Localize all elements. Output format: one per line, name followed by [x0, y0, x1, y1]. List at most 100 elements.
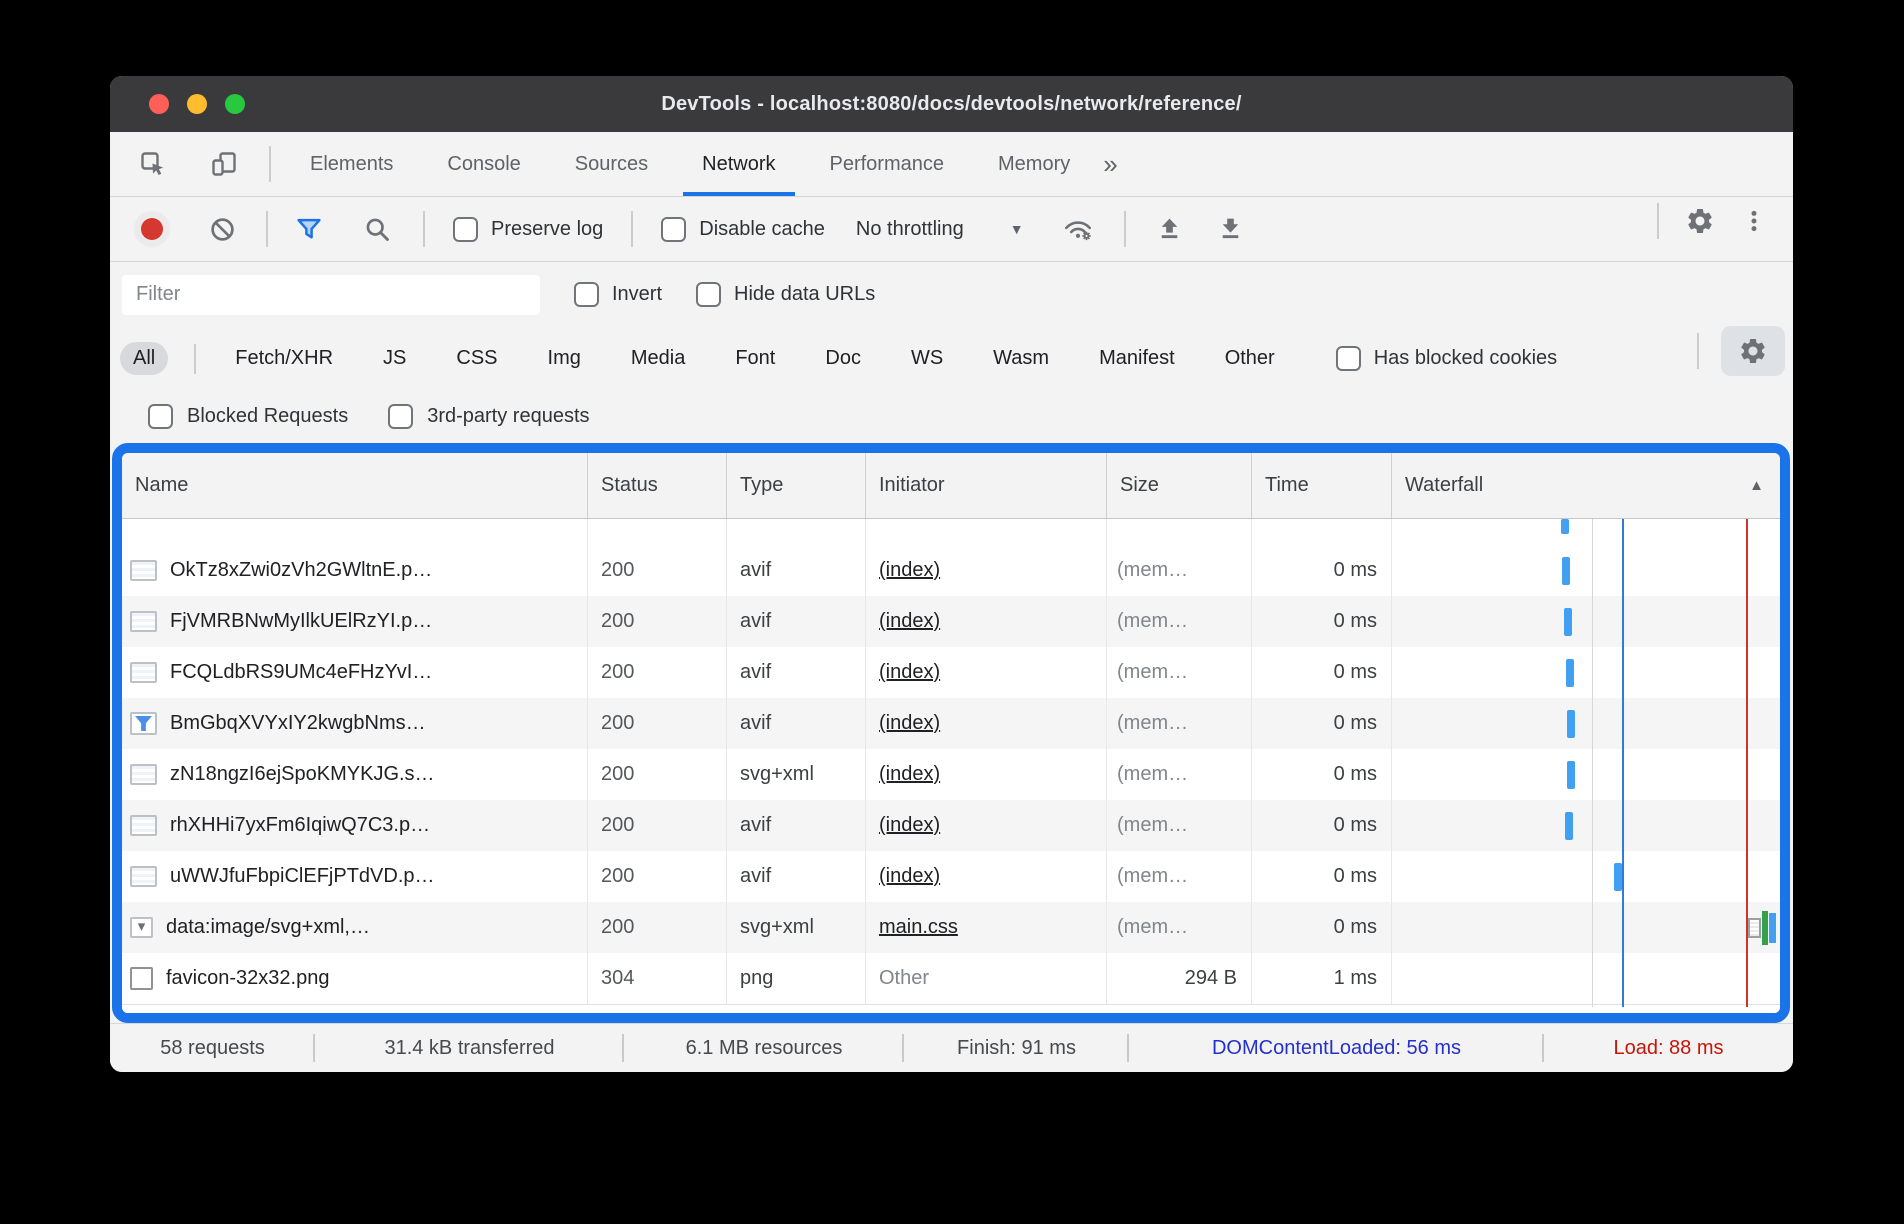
- tab-network[interactable]: Network: [675, 132, 802, 196]
- table-row[interactable]: BmGbqXVYxIY2kwgbNms… 200 avif (index) (m…: [122, 698, 1780, 749]
- tab-console[interactable]: Console: [447, 152, 521, 175]
- table-row[interactable]: favicon-32x32.png 304 png Other 294 B 1 …: [122, 953, 1780, 1004]
- network-settings-gear-icon[interactable]: [1721, 325, 1785, 376]
- tab-performance[interactable]: Performance: [829, 152, 945, 175]
- filter-funnel-icon[interactable]: [294, 216, 324, 243]
- chip-fetch-xhr[interactable]: Fetch/XHR: [235, 347, 334, 369]
- initiator-link[interactable]: (index): [879, 712, 941, 734]
- load-event-line: [1746, 519, 1748, 1007]
- column-header-size[interactable]: Size: [1107, 453, 1252, 518]
- image-thumbnail-icon: [130, 662, 157, 683]
- waterfall-bar: [1567, 709, 1575, 738]
- more-tabs-icon[interactable]: »: [1103, 148, 1118, 179]
- toolbar-divider: [1123, 211, 1126, 247]
- filter-bar: Invert Hide data URLs: [110, 262, 1793, 327]
- record-network-log-button[interactable]: [134, 211, 170, 247]
- cell-size: (mem…: [1107, 902, 1252, 953]
- chip-css[interactable]: CSS: [456, 347, 498, 369]
- initiator-link[interactable]: (index): [879, 763, 941, 785]
- initiator-link[interactable]: (index): [879, 610, 941, 632]
- cell-type: avif: [727, 851, 866, 902]
- close-window-button[interactable]: [149, 94, 169, 114]
- cell-type: [727, 519, 866, 545]
- export-har-icon[interactable]: [1217, 216, 1244, 243]
- hide-data-urls-label[interactable]: Hide data URLs: [734, 283, 876, 305]
- chip-js[interactable]: JS: [383, 347, 407, 369]
- throttling-select[interactable]: No throttling: [855, 217, 964, 240]
- table-row[interactable]: FCQLdbRS9UMc4eFHzYvI… 200 avif (index) (…: [122, 647, 1780, 698]
- initiator-link[interactable]: main.css: [879, 916, 958, 938]
- column-header-initiator[interactable]: Initiator: [866, 453, 1107, 518]
- tab-sources[interactable]: Sources: [574, 152, 649, 175]
- resource-name: BmGbqXVYxIY2kwgbNms…: [170, 712, 426, 734]
- blocked-requests-label[interactable]: Blocked Requests: [187, 405, 349, 427]
- dom-content-loaded-time: DOMContentLoaded: 56 ms: [1129, 1024, 1544, 1072]
- chip-other[interactable]: Other: [1224, 347, 1275, 369]
- invert-checkbox[interactable]: [574, 282, 599, 307]
- cell-name: FjVMRBNwMyIlkUElRzYI.p…: [122, 596, 588, 647]
- network-conditions-icon[interactable]: [1062, 215, 1094, 243]
- waterfall-bar: [1614, 862, 1622, 891]
- table-row[interactable]: rhXHHi7yxFm6IqiwQ7C3.p… 200 avif (index)…: [122, 800, 1780, 851]
- waterfall-bar: [1566, 658, 1574, 687]
- cell-waterfall: [1392, 902, 1780, 953]
- search-icon[interactable]: [364, 216, 391, 243]
- table-row[interactable]: OkTz8xZwi0zVh2GWltnE.p… 200 avif (index)…: [122, 545, 1780, 596]
- column-header-status[interactable]: Status: [588, 453, 727, 518]
- settings-gear-icon[interactable]: [1685, 206, 1715, 236]
- initiator-link[interactable]: (index): [879, 865, 941, 887]
- chip-img[interactable]: Img: [547, 347, 581, 369]
- table-row[interactable]: FjVMRBNwMyIlkUElRzYI.p… 200 avif (index)…: [122, 596, 1780, 647]
- preserve-log-label[interactable]: Preserve log: [491, 217, 604, 240]
- resource-name: rhXHHi7yxFm6IqiwQ7C3.p…: [170, 814, 431, 836]
- initiator-link[interactable]: (index): [879, 559, 941, 581]
- column-header-type[interactable]: Type: [727, 453, 866, 518]
- resource-name: FjVMRBNwMyIlkUElRzYI.p…: [170, 610, 433, 632]
- cell-status: 200: [588, 545, 727, 596]
- cell-size: (mem…: [1107, 698, 1252, 749]
- inspect-element-icon[interactable]: [140, 151, 166, 177]
- column-header-time[interactable]: Time: [1252, 453, 1392, 518]
- third-party-requests-label[interactable]: 3rd-party requests: [427, 405, 590, 427]
- chevron-down-icon[interactable]: ▼: [1009, 221, 1024, 237]
- waterfall-gridline: [1592, 519, 1593, 1007]
- initiator-link[interactable]: (index): [879, 661, 941, 683]
- table-row[interactable]: data:image/svg+xml,… 200 svg+xml main.cs…: [122, 902, 1780, 953]
- disable-cache-checkbox[interactable]: [661, 216, 687, 242]
- import-har-icon[interactable]: [1156, 216, 1183, 243]
- cell-size: (mem…: [1107, 545, 1252, 596]
- hide-data-urls-checkbox[interactable]: [696, 282, 722, 307]
- tab-memory[interactable]: Memory: [998, 152, 1071, 175]
- has-blocked-cookies-label[interactable]: Has blocked cookies: [1373, 347, 1558, 369]
- chip-font[interactable]: Font: [735, 347, 776, 369]
- initiator-link[interactable]: (index): [879, 814, 941, 836]
- preserve-log-checkbox[interactable]: [453, 216, 478, 242]
- resource-name: favicon-32x32.png: [166, 967, 330, 989]
- chip-ws[interactable]: WS: [910, 347, 944, 369]
- blocked-requests-checkbox[interactable]: [148, 404, 173, 429]
- load-time: Load: 88 ms: [1613, 1036, 1724, 1059]
- filter-input[interactable]: [122, 274, 540, 315]
- table-row[interactable]: uWWJfuFbpiClEFjPTdVD.p… 200 avif (index)…: [122, 851, 1780, 902]
- has-blocked-cookies-checkbox[interactable]: [1335, 346, 1361, 371]
- third-party-requests-checkbox[interactable]: [388, 404, 414, 429]
- chip-wasm[interactable]: Wasm: [993, 347, 1050, 369]
- requests-table: Name Status Type Initiator Size Time Wat…: [112, 443, 1790, 1023]
- chip-manifest[interactable]: Manifest: [1099, 347, 1175, 369]
- minimize-window-button[interactable]: [187, 94, 207, 114]
- cell-time: 0 ms: [1252, 545, 1392, 596]
- column-header-waterfall[interactable]: Waterfall ▲: [1392, 453, 1780, 518]
- table-row[interactable]: zN18ngzI6ejSpoKMYKJG.s… 200 svg+xml (ind…: [122, 749, 1780, 800]
- disable-cache-label[interactable]: Disable cache: [699, 217, 825, 240]
- main-tabs: Elements Console Sources Network Performance…: [283, 132, 1097, 196]
- zoom-window-button[interactable]: [225, 94, 245, 114]
- chip-doc[interactable]: Doc: [825, 347, 861, 369]
- chip-all[interactable]: All: [120, 342, 169, 375]
- invert-label[interactable]: Invert: [612, 283, 663, 305]
- device-toolbar-icon[interactable]: [211, 151, 237, 177]
- chip-media[interactable]: Media: [630, 347, 686, 369]
- kebab-menu-icon[interactable]: [1741, 208, 1767, 234]
- clear-network-log-icon[interactable]: [209, 216, 236, 243]
- column-header-name[interactable]: Name: [122, 453, 588, 518]
- tab-elements[interactable]: Elements: [310, 152, 394, 175]
